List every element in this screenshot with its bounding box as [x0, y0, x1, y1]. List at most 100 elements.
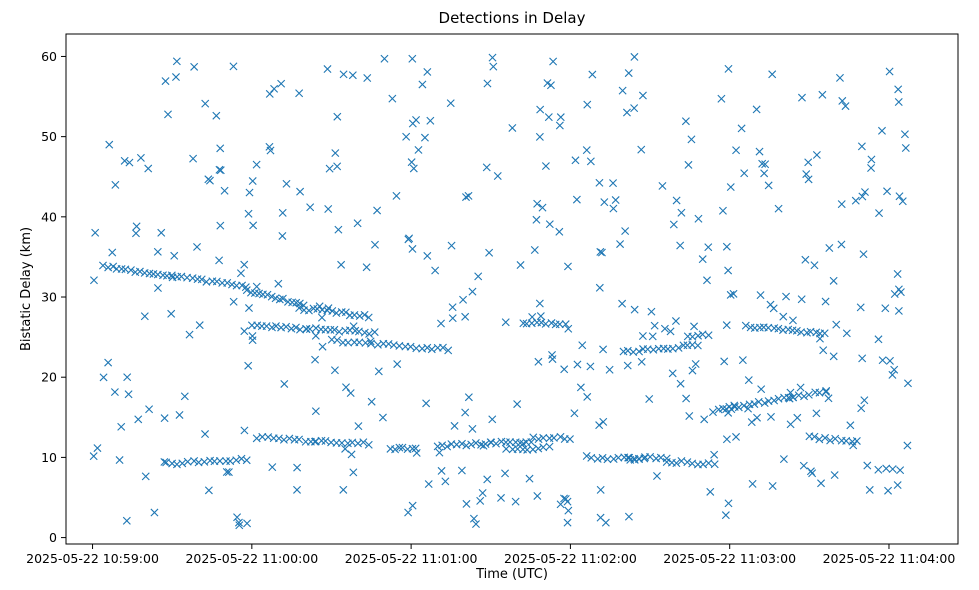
data-point	[278, 231, 287, 240]
axes-border	[65, 33, 959, 545]
y-tick-label: 60	[41, 49, 57, 64]
data-point	[525, 474, 534, 483]
data-point	[201, 99, 210, 108]
data-point	[754, 397, 763, 406]
data-point	[732, 432, 741, 441]
data-point	[630, 104, 639, 113]
data-point	[729, 289, 738, 298]
data-point	[443, 442, 452, 451]
data-point	[688, 366, 697, 375]
data-point	[660, 324, 669, 333]
data-point	[883, 187, 892, 196]
data-point	[125, 158, 134, 167]
data-point	[838, 96, 847, 105]
data-point	[560, 365, 569, 374]
data-point	[563, 262, 572, 271]
data-point	[671, 317, 680, 326]
data-point	[573, 360, 582, 369]
data-point	[810, 432, 819, 441]
data-point	[346, 389, 355, 398]
data-point	[333, 162, 342, 171]
data-point	[160, 457, 169, 466]
data-point	[677, 208, 686, 217]
data-point	[878, 356, 887, 365]
data-point	[341, 444, 350, 453]
data-point	[903, 441, 912, 450]
data-point	[188, 274, 197, 283]
data-point	[881, 304, 890, 313]
data-point	[572, 195, 581, 204]
data-point	[334, 225, 343, 234]
data-point	[168, 459, 177, 468]
data-point	[565, 435, 574, 444]
data-point	[623, 361, 632, 370]
data-point	[457, 439, 466, 448]
data-point	[764, 323, 773, 332]
data-point	[330, 325, 339, 334]
data-point	[583, 392, 592, 401]
data-point	[637, 145, 646, 154]
data-point	[519, 439, 528, 448]
data-point	[635, 347, 644, 356]
y-axis-label: Bistatic Delay (km)	[19, 227, 34, 351]
data-point	[653, 472, 661, 480]
data-point	[355, 312, 364, 321]
x-tick-label: 2025-05-22 11:00:00	[185, 551, 318, 566]
data-point	[815, 334, 824, 343]
data-point	[462, 499, 471, 508]
data-point	[756, 291, 765, 300]
data-point	[825, 243, 834, 252]
data-point	[108, 248, 117, 257]
data-point	[349, 322, 358, 331]
data-point	[752, 105, 761, 114]
data-point	[725, 402, 734, 411]
data-point	[471, 520, 480, 529]
data-point	[348, 71, 357, 80]
data-point	[242, 456, 251, 465]
data-point	[541, 162, 550, 171]
data-point	[252, 282, 261, 291]
data-point	[810, 261, 819, 270]
data-point	[856, 303, 865, 312]
data-point	[539, 443, 548, 452]
data-point	[901, 144, 910, 152]
data-point	[730, 401, 739, 410]
data-point	[561, 320, 570, 329]
data-point	[180, 392, 189, 401]
data-point	[738, 356, 747, 365]
data-point	[724, 64, 733, 73]
data-point	[586, 362, 595, 371]
data-point	[285, 434, 294, 443]
data-point	[846, 421, 855, 430]
data-point	[287, 324, 296, 333]
data-point	[650, 321, 659, 330]
data-point	[857, 404, 866, 413]
data-point	[243, 519, 252, 528]
data-point	[556, 500, 565, 509]
data-point	[858, 192, 867, 201]
data-point	[215, 456, 224, 465]
data-point	[548, 350, 556, 359]
data-point	[679, 341, 688, 350]
data-point	[603, 455, 612, 464]
data-point	[270, 84, 279, 93]
data-point	[768, 70, 777, 79]
data-point	[216, 166, 225, 175]
data-point	[700, 415, 709, 424]
data-point	[819, 346, 828, 355]
data-point	[593, 454, 602, 463]
data-point	[737, 124, 746, 133]
data-point	[134, 415, 143, 424]
data-point	[333, 336, 342, 345]
data-point	[427, 345, 436, 354]
y-tick-label: 10	[41, 450, 57, 465]
data-point	[683, 458, 692, 467]
data-point	[837, 200, 846, 209]
data-point	[545, 442, 554, 451]
data-point	[342, 383, 350, 392]
data-point	[564, 506, 573, 515]
data-point	[406, 342, 415, 351]
data-point	[310, 437, 319, 446]
data-point	[249, 221, 258, 230]
